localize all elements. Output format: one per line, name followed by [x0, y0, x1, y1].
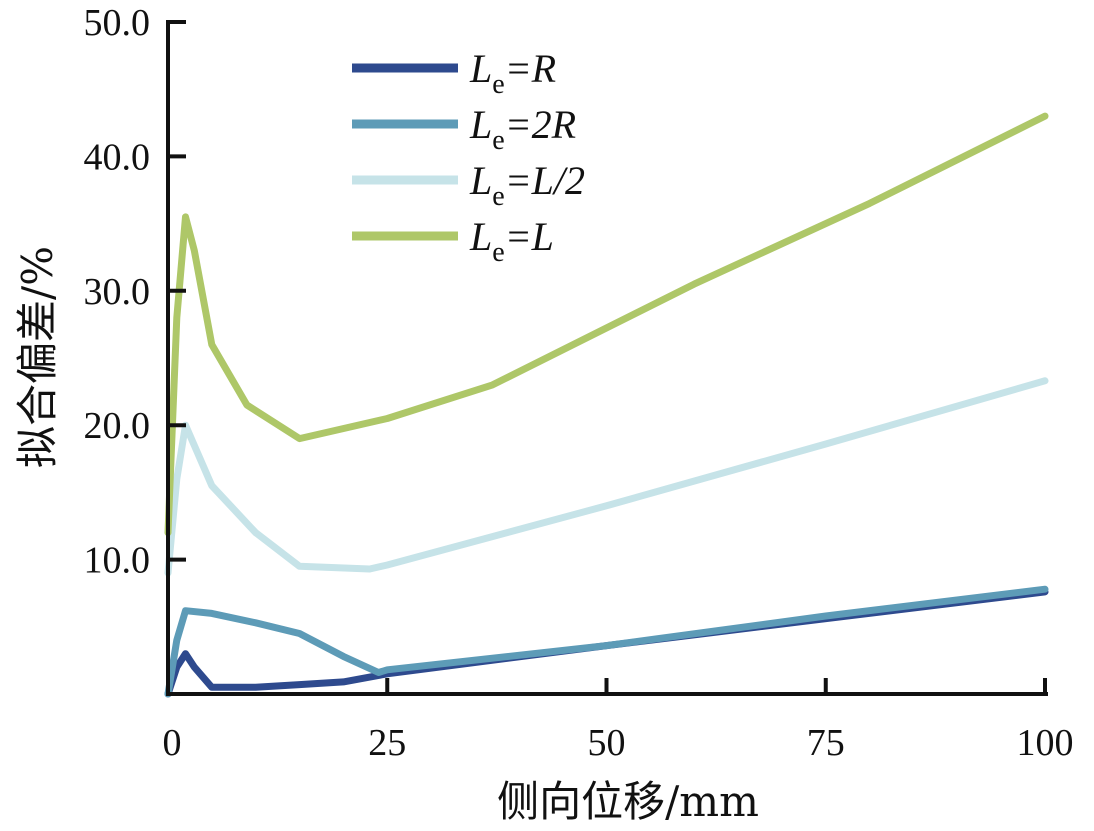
y-tick-label: 10.0 — [84, 540, 151, 582]
legend-label-3: Le=L/2 — [469, 158, 585, 212]
y-tick-label: 40.0 — [84, 136, 151, 178]
series-line-3 — [164, 377, 1049, 577]
x-tick-label: 50 — [588, 722, 626, 764]
series-line-2 — [164, 585, 1049, 698]
legend-label-4: Le=L — [469, 214, 554, 268]
series-layer — [164, 112, 1049, 698]
axes-layer — [166, 20, 1048, 696]
y-tick-label: 20.0 — [84, 405, 151, 447]
x-tick-label: 0 — [163, 722, 182, 764]
x-axis-title: 侧向位移/mm — [497, 777, 759, 826]
legend-label-1: Le=R — [469, 46, 556, 100]
y-tick-label: 50.0 — [84, 2, 151, 44]
x-tick-label: 100 — [1017, 722, 1074, 764]
series-line-4 — [164, 112, 1049, 537]
legend-label-2: Le=2R — [469, 102, 576, 156]
y-axis-title: 拟合偏差/% — [13, 246, 62, 468]
x-tick-label: 75 — [807, 722, 845, 764]
x-tick-label: 25 — [368, 722, 406, 764]
y-tick-label: 30.0 — [84, 271, 151, 313]
ticks-layer: 0 25 50 75 100 10.0 20.0 30.0 40.0 50.0 — [84, 2, 1074, 764]
